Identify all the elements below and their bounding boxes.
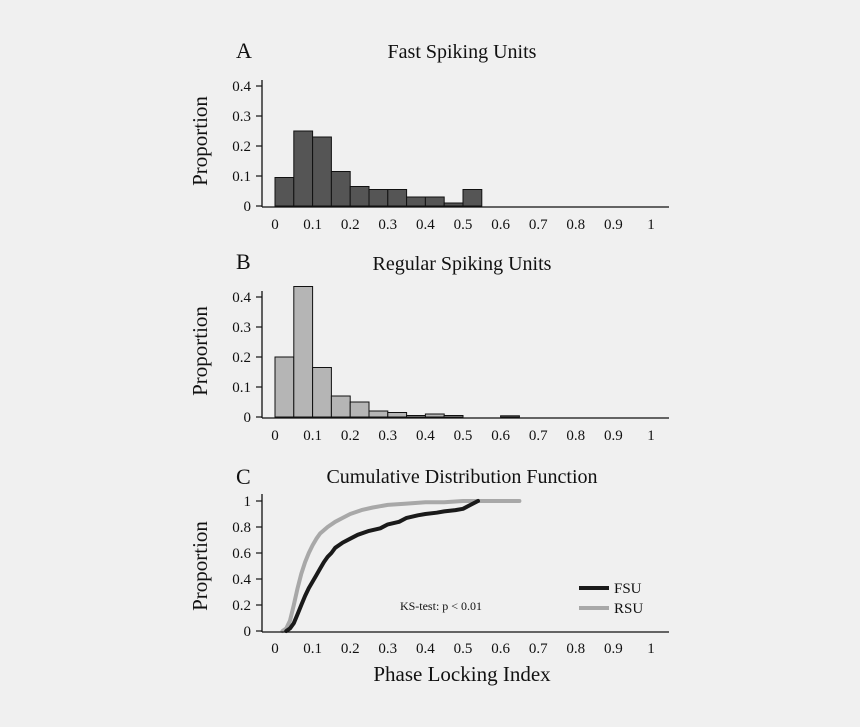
panel-a-y-tick-label: 0.4 [232,79,251,95]
panel-a-x-tick-label: 0.9 [604,217,623,233]
panel-a-bar [330,171,351,207]
panel-b-y-tick-label: 0.3 [232,320,251,336]
legend-fsu-label: FSU [614,581,642,597]
panel-b-x-tick-label: 0.1 [303,428,322,444]
panel-c-x-tick-label: 0.3 [378,641,397,657]
panel-a-y-tick-label: 0 [244,199,252,215]
panel-c-x-tick-label: 1 [647,641,655,657]
panel-c-y-tick-label: 0 [244,624,252,640]
panel-a-bar [368,189,389,207]
panel-a-title: Fast Spiking Units [388,41,537,63]
panel-c-y-tick-label: 1 [244,494,252,510]
panel-a-bar [387,189,408,207]
panel-a-x-tick-label: 0.2 [341,217,360,233]
panel-c-x-tick-label: 0.1 [303,641,322,657]
panel-a-x-tick-label: 0 [271,217,279,233]
panel-b-y-axis-label: Proportion [188,306,212,396]
panel-b-bar [274,356,295,418]
panel-c-x-tick-label: 0.2 [341,641,360,657]
panel-a-y-tick-label: 0.3 [232,109,251,125]
panel-b-y-tick-label: 0.4 [232,290,251,306]
panel-b-x-tick-label: 0.7 [529,428,548,444]
panel-b-x-tick-label: 0.6 [491,428,510,444]
panel-b-y-tick-label: 0.2 [232,350,251,366]
panel-c-title: Cumulative Distribution Function [326,466,597,488]
panel-a-x-tick-label: 0.3 [378,217,397,233]
panel-b-bar [443,415,464,418]
panel-a-y-axis-label: Proportion [188,96,212,186]
panel-c: C Cumulative Distribution Function Propo… [188,464,669,686]
panel-b-title: Regular Spiking Units [373,253,552,275]
panel-b-x-tick-label: 0.9 [604,428,623,444]
panel-b-bar [349,401,370,418]
panel-c-x-tick-label: 0 [271,641,279,657]
panel-c-y-tick-label: 0.6 [232,546,251,562]
panel-c-y-tick-label: 0.8 [232,520,251,536]
panel-b-x-tick-label: 0 [271,428,279,444]
panel-a-x-tick-label: 1 [647,217,655,233]
panel-c-y-tick-label: 0.2 [232,598,251,614]
panel-a-bar [349,186,370,207]
panel-a-bar [293,130,314,207]
panel-c-x-tick-label: 0.8 [566,641,585,657]
panel-c-x-tick-label: 0.6 [491,641,510,657]
ks-test-annotation: KS-test: p < 0.01 [400,599,482,613]
panel-b-x-tick-label: 0.3 [378,428,397,444]
panel-b-bar [312,367,332,418]
panel-a-x-tick-label: 0.1 [303,217,322,233]
panel-c-y-axis-label: Proportion [188,521,212,611]
panel-a-y-tick-label: 0.2 [232,139,251,155]
panel-c-x-tick-label: 0.7 [529,641,548,657]
panel-b-bar [424,413,445,418]
panel-c-letter: C [236,464,251,489]
panel-c-x-tick-label: 0.5 [454,641,473,657]
panel-a-x-tick-label: 0.5 [454,217,473,233]
panel-a-bar [312,136,332,207]
panel-b-x-tick-label: 0.5 [454,428,473,444]
panel-b-x-tick-label: 0.2 [341,428,360,444]
panel-b-bar [330,395,351,418]
legend: FSU RSU [579,581,643,617]
panel-c-x-tick-label: 0.9 [604,641,623,657]
panel-a-x-tick-label: 0.8 [566,217,585,233]
panel-b-bar [500,415,520,418]
panel-c-y-tick-label: 0.4 [232,572,251,588]
panel-a-x-tick-label: 0.7 [529,217,548,233]
panel-b-x-tick-label: 0.8 [566,428,585,444]
panel-b-bar [387,412,408,418]
panel-a-y-tick-label: 0.1 [232,169,251,185]
panel-a-x-tick-label: 0.4 [416,217,435,233]
panel-c-x-axis-label: Phase Locking Index [373,662,551,686]
panel-a-bar [424,196,445,207]
cdf-line-rsu [280,499,522,633]
panel-b-y-tick-label: 0 [244,410,252,426]
legend-rsu-label: RSU [614,601,643,617]
panel-a-bar [406,196,426,207]
panel-b-bar [293,286,314,418]
panel-b-y-tick-label: 0.1 [232,380,251,396]
panel-b-bar [406,415,426,418]
panel-b-x-tick-label: 1 [647,428,655,444]
panel-b-bar [368,410,389,418]
cdf-line-fsu [284,499,480,633]
panel-a-bar [462,189,483,207]
panel-a-x-tick-label: 0.6 [491,217,510,233]
panel-b-letter: B [236,249,251,274]
panel-c-x-tick-label: 0.4 [416,641,435,657]
panel-a-letter: A [236,38,252,63]
panel-b-x-tick-label: 0.4 [416,428,435,444]
panel-a: A Fast Spiking Units Proportion 0 0.1 0.2 0… [188,38,669,233]
panel-b: B Regular Spiking Units Proportion 0 0.1 0… [188,249,669,444]
panel-a-bar [274,177,295,207]
panel-a-bar [443,202,464,207]
